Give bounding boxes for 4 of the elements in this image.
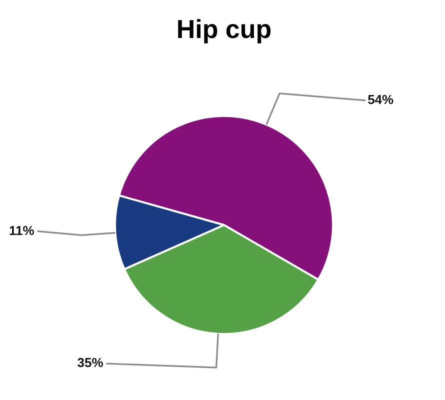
data-label: 54% [368, 92, 394, 108]
data-label: 11% [8, 222, 35, 238]
data-label: 35% [77, 355, 104, 370]
chart-title: Hip cup [176, 14, 272, 44]
